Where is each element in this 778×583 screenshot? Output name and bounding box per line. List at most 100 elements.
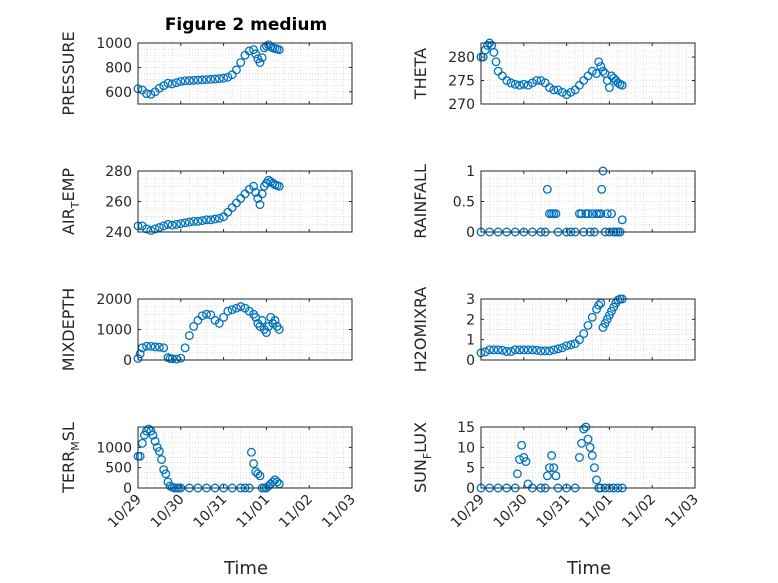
data-point <box>255 200 265 209</box>
data-point <box>545 463 554 473</box>
data-point <box>485 345 495 355</box>
data-point <box>214 318 224 328</box>
data-point <box>176 219 186 229</box>
data-point <box>617 80 627 90</box>
y-tick-label: 2 <box>466 312 475 328</box>
data-point <box>167 354 177 364</box>
y-tick-label: 280 <box>448 50 475 66</box>
figure-title: Figure 2 medium <box>165 15 327 35</box>
data-point <box>596 62 606 71</box>
data-point <box>574 453 584 462</box>
data-point <box>135 349 145 359</box>
y-axis-label: RAINFALL <box>411 164 430 239</box>
subplot-h2omixra: 0 1 2 3 H2OMIXRA <box>411 287 696 372</box>
y-tick-label: 800 <box>105 60 132 76</box>
data-point <box>597 184 607 194</box>
y-tick-label: 1 <box>466 164 475 180</box>
data-point <box>189 216 199 226</box>
data-point <box>515 455 524 464</box>
data-point <box>583 320 593 330</box>
y-tick-label: 0 <box>123 481 132 497</box>
plot-area <box>138 171 352 232</box>
data-point <box>184 76 194 86</box>
data-point <box>521 457 531 467</box>
y-tick-label: 10 <box>457 440 475 456</box>
y-tick-label: 1000 <box>96 36 132 52</box>
data-point <box>150 224 160 234</box>
data-point <box>489 47 499 57</box>
plot-area <box>481 171 695 232</box>
data-point <box>255 58 265 67</box>
data-point <box>517 440 527 450</box>
y-axis-label: THETA <box>411 48 430 100</box>
data-point <box>206 310 216 320</box>
axes-frame <box>137 42 353 105</box>
subplot-theta: 270 275 280 THETA <box>411 38 696 113</box>
data-point <box>146 89 156 99</box>
data-point <box>219 73 229 83</box>
y-tick-label: 260 <box>105 195 132 211</box>
y-axis-label: TERRMSL <box>59 422 82 494</box>
data-point <box>602 209 612 219</box>
data-point <box>551 209 561 219</box>
data-point <box>223 306 233 316</box>
data-point <box>587 451 597 460</box>
data-point <box>231 303 241 313</box>
y-tick-label: 0 <box>466 353 475 369</box>
data-point <box>587 66 597 76</box>
data-point <box>172 219 181 229</box>
data-point <box>592 475 602 485</box>
data-point <box>246 447 256 457</box>
y-tick-label: 3 <box>466 292 475 308</box>
data-point <box>523 80 533 90</box>
data-point <box>553 344 563 354</box>
x-tick-label: 11/02 <box>619 492 659 532</box>
y-tick-label: 275 <box>448 74 475 90</box>
y-tick-label: 15 <box>457 420 475 436</box>
plot-area <box>481 427 695 488</box>
x-tick-label: 10/31 <box>191 492 231 532</box>
data-point <box>512 469 522 479</box>
subplot-terr_msl: 0 500 1000 TERRMSL 10/29 10/30 10/31 11/01 11/02… <box>59 422 359 531</box>
y-tick-label: 0 <box>466 225 475 241</box>
data-point <box>540 346 550 356</box>
data-point <box>144 424 154 434</box>
y-tick-label: 270 <box>448 97 475 113</box>
data-point <box>257 315 267 325</box>
data-point <box>527 78 537 88</box>
data-point <box>557 343 567 353</box>
data-point <box>197 311 207 321</box>
subplot-mixdepth: 0 1000 2000 MIXDEPTH <box>59 288 353 371</box>
data-point <box>553 85 563 95</box>
data-point <box>176 353 186 363</box>
y-axis-label: SUNFLUX <box>411 422 434 493</box>
data-point <box>154 222 164 232</box>
axes-frame <box>480 42 696 105</box>
data-point <box>545 83 554 93</box>
y-tick-label: 240 <box>105 225 132 241</box>
data-point <box>491 57 501 67</box>
data-point <box>566 340 576 350</box>
y-tick-label: 0 <box>466 481 475 497</box>
data-point <box>596 209 606 219</box>
data-point <box>579 424 589 434</box>
data-point <box>587 312 597 322</box>
data-point <box>579 329 589 339</box>
data-point <box>180 218 190 228</box>
data-point <box>583 209 593 219</box>
data-point <box>598 66 608 76</box>
data-point <box>236 302 246 312</box>
data-point <box>551 471 561 481</box>
data-point <box>268 477 278 487</box>
plot-area <box>138 427 352 488</box>
x-tick-label: 10/29 <box>448 492 488 532</box>
data-point <box>176 76 186 86</box>
data-point <box>274 181 284 191</box>
x-tick-label: 10/30 <box>148 492 188 532</box>
x-tick-label: 11/01 <box>576 492 616 532</box>
data-point <box>206 74 216 84</box>
x-tick-label: 11/03 <box>319 492 359 532</box>
data-point <box>510 79 520 89</box>
